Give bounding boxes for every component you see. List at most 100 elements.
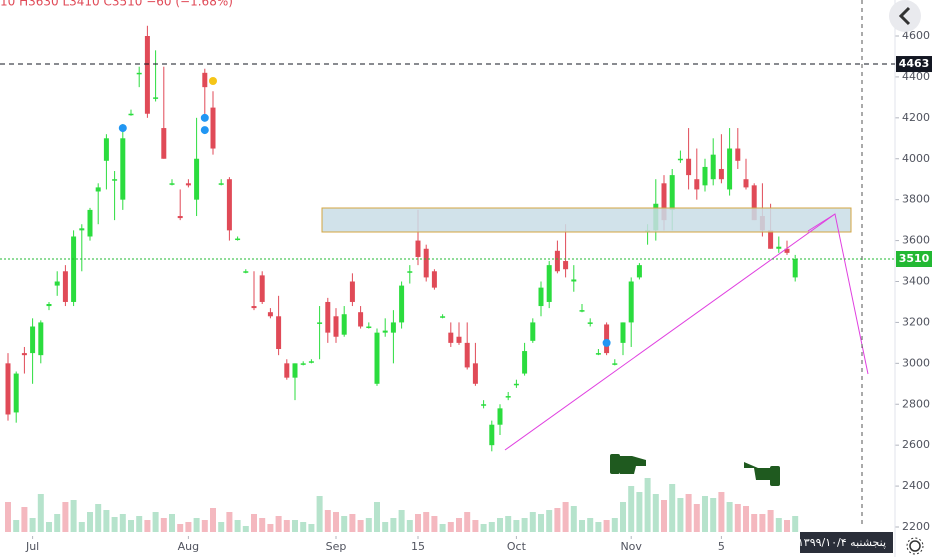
candle-body — [727, 148, 733, 190]
candle-body — [702, 166, 708, 186]
volume-bar — [431, 516, 438, 532]
volume-bar — [398, 510, 405, 532]
candle-body — [120, 138, 126, 200]
candle-body — [710, 154, 716, 180]
candle-body — [38, 322, 44, 356]
volume-bar — [620, 502, 626, 532]
volume-bar — [357, 520, 364, 532]
volume-bar — [29, 518, 36, 532]
signal-dot — [118, 124, 127, 133]
volume-bar — [234, 520, 241, 532]
candle-body — [776, 246, 782, 249]
volume-bar — [201, 520, 208, 532]
volume-bar — [406, 520, 413, 532]
volume-bar — [562, 502, 569, 532]
volume-bar — [374, 502, 380, 532]
candle-body — [538, 287, 544, 307]
volume-bar — [439, 524, 446, 532]
volume-bar — [743, 506, 749, 532]
candle-body — [194, 158, 200, 200]
volume-bar — [513, 520, 520, 532]
candle-body — [308, 361, 314, 363]
y-tick-label: 4400 — [902, 70, 930, 83]
volume-bar — [87, 512, 93, 532]
candle-body — [472, 363, 478, 384]
volume-bar — [677, 498, 684, 532]
trendline — [504, 213, 836, 451]
volume-bar — [128, 520, 134, 532]
volume-bar — [210, 508, 216, 532]
candle-body — [153, 97, 159, 99]
signal-dot — [200, 113, 209, 122]
candle-body — [382, 330, 388, 333]
candle-body — [636, 265, 642, 278]
candle-body — [628, 281, 634, 323]
candle-body — [415, 240, 421, 257]
candle-body — [366, 326, 372, 329]
volume-bar — [415, 514, 421, 532]
volume-bar — [784, 520, 790, 532]
volume-bar — [775, 518, 782, 532]
volume-bar — [710, 498, 717, 532]
candle-body — [284, 363, 290, 378]
candle-body — [79, 228, 85, 231]
volume-bar — [316, 496, 323, 532]
volume-bar — [759, 514, 766, 532]
candle-body — [612, 363, 618, 365]
volume-bar — [595, 522, 602, 532]
back-button[interactable] — [889, 0, 921, 32]
candle-body — [522, 351, 528, 374]
y-tick-label: 3600 — [902, 234, 930, 247]
volume-bar — [13, 520, 20, 532]
volume-bar — [579, 520, 585, 532]
volume-bar — [333, 512, 339, 532]
candle-body — [259, 275, 265, 302]
candle-body — [563, 261, 569, 270]
back-icon — [898, 6, 911, 26]
volume-bar — [275, 516, 282, 532]
candle-body — [161, 128, 167, 159]
candle-body — [292, 363, 298, 378]
candle-body — [95, 187, 101, 192]
volume-bar — [734, 504, 741, 532]
y-tick-label: 2800 — [902, 397, 930, 410]
y-tick-label: 2400 — [902, 479, 930, 492]
x-tick-label: Nov — [620, 540, 642, 553]
candle-body — [587, 322, 593, 324]
volume-bar — [464, 512, 471, 532]
hand-icon — [610, 454, 780, 486]
x-tick-label: Sep — [326, 540, 347, 553]
volume-bar — [751, 514, 758, 532]
candle-body — [185, 183, 191, 186]
settings-icon[interactable] — [906, 537, 924, 555]
volume-bar — [628, 486, 635, 532]
volume-bar — [103, 510, 110, 532]
volume-bar — [529, 512, 536, 532]
candle-body — [374, 332, 380, 384]
volume-bar — [341, 516, 348, 532]
candle-body — [718, 168, 724, 180]
x-tick-label: Jul — [25, 540, 39, 553]
volume-bar — [661, 500, 667, 532]
volume-bar — [177, 524, 184, 532]
volume-bar — [95, 504, 102, 532]
volume-bar — [152, 512, 159, 532]
volume-bar — [226, 512, 233, 532]
volume-bar — [472, 520, 479, 532]
volume-bar — [5, 502, 11, 532]
y-tick-label: 3800 — [902, 193, 930, 206]
candle-body — [407, 271, 413, 273]
date-label: پنجشنبه ۱۳۹۹/۱۰/۴ — [798, 536, 886, 549]
zone-drawing — [321, 207, 852, 233]
candle-body — [144, 36, 150, 114]
candle-body — [489, 424, 495, 446]
volume-bar — [726, 502, 733, 532]
y-tick-label: 3000 — [902, 356, 930, 369]
volume-bar — [685, 494, 692, 532]
candle-body — [317, 322, 323, 324]
volume-bar — [242, 526, 249, 532]
candle-body — [530, 322, 536, 341]
volume-bar — [193, 518, 200, 532]
volume-bar — [169, 514, 175, 532]
